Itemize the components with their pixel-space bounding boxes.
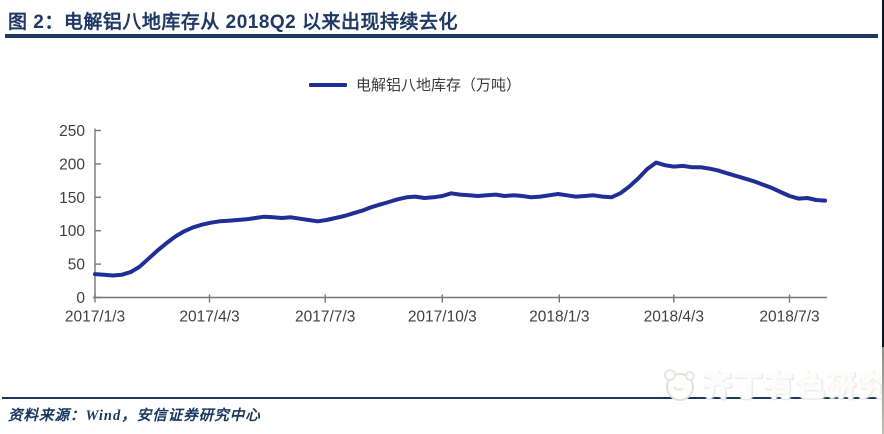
chart-legend: 电解铝八地库存（万吨） [0,74,830,95]
footer-rule [2,397,882,399]
inventory-line-series [93,160,828,278]
y-tick-label: 200 [59,156,85,173]
y-tick-label: 250 [59,123,85,140]
watermark: 齐丁有色研究 [660,365,884,405]
x-tick-label: 2017/1/3 [65,309,125,326]
x-tick-label: 2018/4/3 [644,309,704,326]
y-tick-label: 150 [59,190,85,207]
page-edge-line [882,0,884,434]
x-tick-label: 2018/1/3 [529,309,589,326]
y-tick-label: 50 [68,257,86,274]
legend-label: 电解铝八地库存（万吨） [355,77,521,94]
title-underline [5,34,878,38]
y-tick-label: 0 [76,290,85,307]
x-tick-label: 2017/10/3 [408,309,477,326]
x-tick-label: 2018/7/3 [759,309,819,326]
x-tick-label: 2017/7/3 [295,309,355,326]
watermark-text: 齐丁有色研究 [704,371,884,402]
source-note: 资料来源：Wind，安信证券研究中心 [8,408,261,424]
watermark-logo-icon [664,369,695,401]
figure-title: 图 2：电解铝八地库存从 2018Q2 以来出现持续去化 [8,12,459,33]
x-tick-label: 2017/4/3 [179,309,239,326]
y-tick-label: 100 [59,223,85,240]
legend-line-swatch [308,82,347,87]
